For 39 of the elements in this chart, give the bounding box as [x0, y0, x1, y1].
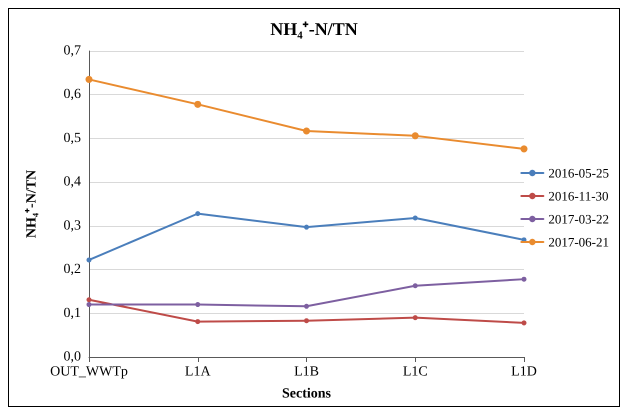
y-tick-label: 0,0 [64, 350, 81, 364]
y-axis-title: NH₄⁺-N/TN [24, 170, 40, 238]
point [303, 128, 310, 134]
point [86, 297, 92, 302]
chart-title: NH₄⁺-N/TN [270, 19, 358, 39]
x-axis-title: Sections [282, 386, 332, 402]
point [86, 76, 92, 83]
y-tick-label: 0,5 [64, 130, 81, 146]
point [86, 257, 92, 262]
point [304, 304, 309, 309]
point [195, 211, 200, 216]
x-tick-label: OUT_WWTp [50, 364, 128, 380]
legend-label: 2016-11-30 [548, 188, 609, 204]
point [522, 276, 526, 282]
legend-label: 2017-06-21 [548, 234, 610, 250]
point [304, 224, 309, 230]
point [195, 319, 200, 324]
x-tick-label: L1B [294, 364, 319, 380]
y-tick-label: 0,1 [64, 306, 81, 321]
point [195, 302, 200, 308]
x-tick-label: L1C [402, 364, 428, 380]
point [194, 100, 202, 108]
point [412, 215, 418, 220]
point [304, 318, 309, 324]
y-tick-label: 0,6 [64, 87, 81, 102]
legend-label: 2016-05-25 [548, 166, 610, 180]
y-tick-label: 0,2 [64, 262, 81, 278]
point [412, 283, 418, 288]
point [522, 320, 526, 326]
x-tick-label: L1D [511, 364, 537, 380]
y-tick-label: 0,7 [64, 44, 81, 58]
point [412, 132, 419, 140]
x-tick-label: L1A [184, 364, 212, 380]
y-tick-label: 0,4 [64, 174, 81, 190]
y-tick-label: 0,3 [64, 218, 81, 234]
point [86, 302, 92, 308]
point [520, 145, 528, 152]
point [412, 315, 418, 320]
legend-label: 2017-03-22 [548, 212, 610, 226]
